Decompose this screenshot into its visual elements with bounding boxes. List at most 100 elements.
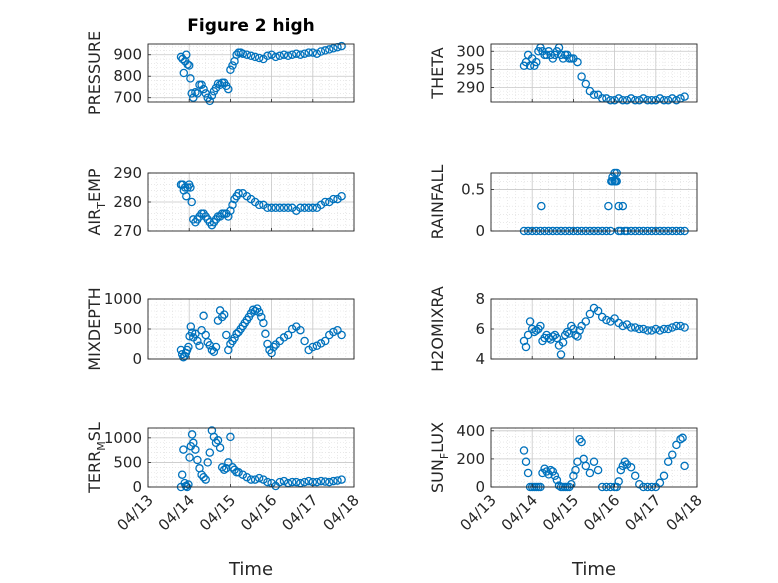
data-point [283,330,293,340]
data-point [651,324,661,334]
data-point [209,347,219,357]
data-point [643,326,652,335]
data-point [558,338,568,347]
data-point [635,95,644,105]
data-point [552,333,562,343]
y-axis-label: TERRMSL [85,422,108,494]
data-point [312,477,322,487]
data-point [308,48,318,57]
y-tick-label: 300 [456,42,485,60]
data-point [593,306,603,316]
data-point [630,471,640,481]
x-tick-label: 04/15 [196,491,239,534]
data-point [205,96,215,106]
y-tick-label: 4 [475,350,485,368]
data-point [567,479,576,489]
data-point [320,46,330,55]
data-point [663,457,673,466]
data-point [242,50,252,59]
data-point [602,315,611,325]
axes-box [147,43,355,103]
data-point [616,465,626,475]
data-point [254,200,264,210]
data-point [267,50,276,59]
data-point [250,475,260,484]
data-point [635,324,644,334]
y-axis-label: SUNFLUX [428,422,451,493]
data-point [643,95,652,105]
data-point [254,307,264,317]
data-point [186,183,195,192]
data-point [521,342,531,352]
data-point [320,336,330,346]
data-point [300,477,309,487]
data-point [184,342,193,352]
data-point [329,194,338,204]
data-point [519,446,529,455]
data-point [618,95,628,105]
data-point [179,445,188,454]
y-tick-label: 295 [456,60,485,78]
data-point [296,203,305,213]
data-point [546,465,555,475]
data-point [287,477,297,487]
x-tick-label: 04/16 [580,491,623,534]
data-point [187,197,196,207]
data-point [614,201,623,211]
data-point [575,326,584,335]
data-point [663,95,673,105]
x-tick-label: 04/18 [320,491,363,534]
data-point [577,72,586,81]
y-tick-label: 800 [113,67,142,85]
y-tick-label: 700 [113,89,142,107]
data-point [577,321,586,331]
data-point [205,448,215,457]
data-point [275,477,285,487]
data-point [639,324,648,334]
data-point [187,89,196,98]
y-tick-label: 270 [113,222,142,240]
figure-title: Figure 2 high [187,16,315,36]
data-point [263,203,272,213]
data-point [224,212,233,221]
axes-box [147,427,355,488]
data-point [612,177,621,186]
data-point [585,309,595,319]
data-point [672,95,681,105]
data-point [676,321,685,331]
data-point [676,434,685,444]
y-tick-label: 0 [132,478,142,496]
data-point [329,327,338,337]
data-point [618,321,628,331]
data-point [550,471,560,481]
data-point [329,44,338,53]
data-point [292,49,301,58]
data-point [211,342,221,352]
data-point [678,433,687,443]
data-point [182,191,191,201]
y-tick-label: 400 [456,422,485,440]
data-point [585,468,595,478]
y-tick-label: 0 [475,478,485,496]
data-point [316,339,326,348]
y-axis-label: AIRTEMP [85,168,108,235]
subplot-3: 270 280 290 AIRTEMP [85,164,355,240]
data-point [337,475,346,484]
data-point [199,84,208,94]
data-point [668,323,677,332]
data-point [186,322,196,331]
x-tick-label: 04/14 [155,491,198,534]
y-axis-label: MIXDEPTH [85,287,104,370]
data-point [254,473,264,483]
data-point [230,333,239,343]
x-tick-label: 04/17 [278,491,321,534]
data-point [680,461,689,471]
x-tick-label: 04/14 [498,491,541,534]
data-point [333,325,342,335]
data-point [606,95,615,105]
data-point [312,49,322,58]
x-tick-label: 04/18 [663,491,706,534]
x-tick-label: 04/13 [457,491,500,534]
data-point [554,481,564,490]
